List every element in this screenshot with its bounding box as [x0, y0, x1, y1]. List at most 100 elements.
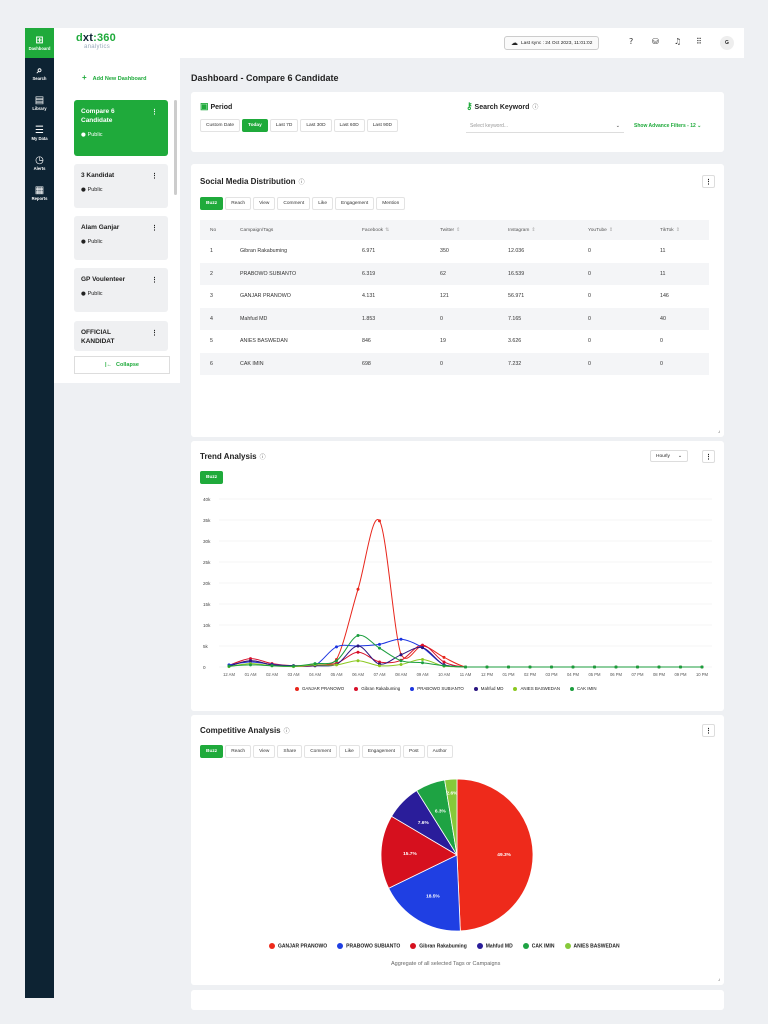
resize-handle-icon[interactable]: ⌟ — [718, 428, 721, 434]
info-icon[interactable]: ⓘ — [283, 729, 290, 735]
tab-like[interactable]: Like — [339, 745, 360, 758]
legend-item-ganjar-pranowo[interactable]: GANJAR PRANOWO — [269, 943, 327, 949]
legend-item-gibran-rakabuming[interactable]: Gibran Rakabuming — [410, 943, 467, 949]
period-last-30d[interactable]: Last 30D — [300, 119, 332, 132]
period-last-90d[interactable]: Last 90D — [366, 119, 398, 132]
avatar[interactable]: G — [720, 36, 734, 50]
legend-item-ganjar-pranowo[interactable]: GANJAR PRANOWO — [295, 686, 344, 691]
tab-author[interactable]: Author — [426, 745, 453, 758]
apps-grid-icon[interactable]: ⠿ — [696, 37, 702, 46]
tab-reach[interactable]: Reach — [225, 197, 252, 210]
x-tick-label: 05 AM — [331, 672, 343, 677]
dashboard-menu-icon[interactable]: ⋮ — [151, 173, 158, 180]
dashboard-card-alam-ganjar[interactable]: Alam Ganjar ● Public ⋮ — [74, 216, 168, 260]
more-menu-icon[interactable]: ⋮ — [702, 450, 715, 463]
data-point — [335, 659, 338, 663]
pie-slice-prabowo-subianto — [388, 854, 461, 932]
tab-comment[interactable]: Comment — [277, 197, 311, 210]
table-cell: 846 — [362, 338, 371, 345]
rail-item-reports[interactable]: ▦ Reports — [25, 178, 54, 208]
tab-like[interactable]: Like — [312, 197, 333, 210]
legend-item-prabowo-subianto[interactable]: PRABOWO SUBIANTO — [337, 943, 400, 949]
tab-view[interactable]: View — [253, 745, 276, 758]
column-header-facebook[interactable]: Facebook ⇅ — [352, 220, 430, 240]
add-dashboard-button[interactable]: + Add New Dashboard — [82, 73, 147, 82]
tab-share[interactable]: Share — [277, 745, 303, 758]
legend-item-mahfud-md[interactable]: Mahfud MD — [476, 943, 513, 949]
dashboard-visibility: ● Public — [81, 239, 103, 245]
data-point — [292, 664, 295, 668]
rail-item-my-data[interactable]: ☰ My Data — [25, 118, 54, 148]
tab-view[interactable]: View — [253, 197, 276, 210]
dashboard-menu-icon[interactable]: ⋮ — [151, 330, 158, 337]
legend-item-anies-baswedan[interactable]: ANIES BASWEDAN — [564, 943, 620, 949]
table-cell: 11 — [660, 248, 666, 255]
keyword-select[interactable]: Select keyword... ⌄ — [466, 119, 624, 133]
tab-comment[interactable]: Comment — [304, 745, 337, 758]
period-last-60d[interactable]: Last 60D — [333, 119, 365, 132]
sort-icon[interactable]: ⇅ — [385, 227, 390, 233]
sort-icon[interactable]: ⇕ — [456, 227, 461, 233]
tab-engagement[interactable]: Engagement — [361, 745, 402, 758]
dashboard-menu-icon[interactable]: ⋮ — [151, 109, 158, 116]
trend-line-chart: 0 5k 10k 15k 20k 25k 30k 35k 40k 12 AM 01 AM 02 AM 0… — [203, 497, 712, 677]
nav-rail: ⊞ Dashboard ⌕ Search ▤ Library ☰ My Data ◷ Alerts… — [25, 28, 54, 998]
database-icon[interactable]: ⛁ — [652, 37, 659, 46]
dashboard-card-compare-6-candidate[interactable]: Compare 6 Candidate ● Public ⋮ — [74, 100, 168, 156]
granularity-select[interactable]: Hourly ⌄ — [650, 450, 688, 462]
more-menu-icon[interactable]: ⋮ — [702, 175, 715, 188]
table-cell: 0 — [650, 352, 709, 375]
column-header-youtube[interactable]: YouTube ⇕ — [578, 220, 650, 240]
period-last-7d[interactable]: Last 7D — [269, 119, 299, 132]
sync-button[interactable]: ☁ Last sync : 24 Oct 2023, 11:01:02 — [504, 36, 600, 50]
tab-post[interactable]: Post — [403, 745, 425, 758]
data-point — [356, 634, 360, 637]
tab-buzz[interactable]: Buzz — [200, 197, 224, 210]
table-cell: Mahfud MD — [230, 307, 352, 330]
dashboard-card-official-kandidat[interactable]: OFFICIAL KANDIDAT ⋮ — [74, 321, 168, 351]
brand-logo[interactable]: dxt:360 — [76, 32, 116, 44]
dashboard-card-gp-voulenteer[interactable]: GP Voulenteer ● Public ⋮ — [74, 268, 168, 312]
sort-icon[interactable]: ⇕ — [675, 227, 680, 233]
info-icon[interactable]: ⓘ — [259, 455, 266, 461]
data-point — [399, 662, 403, 666]
x-tick-label: 08 AM — [395, 672, 407, 677]
tab-reach[interactable]: Reach — [225, 745, 252, 758]
column-header-twitter[interactable]: Twitter ⇕ — [430, 220, 498, 240]
sort-icon[interactable]: ⇕ — [608, 227, 613, 233]
period-custom-date[interactable]: Custom Date — [200, 119, 240, 132]
tab-mention[interactable]: Mention — [376, 197, 406, 210]
dashboard-card-3-kandidat[interactable]: 3 Kandidat ● Public ⋮ — [74, 164, 168, 208]
rail-item-dashboard[interactable]: ⊞ Dashboard — [25, 28, 54, 58]
info-icon[interactable]: ⓘ — [532, 105, 539, 111]
dashboard-menu-icon[interactable]: ⋮ — [151, 225, 158, 232]
tab-buzz[interactable]: Buzz — [200, 745, 224, 758]
tab-buzz[interactable]: Buzz — [200, 471, 224, 484]
legend-item-gibran-rakabuming[interactable]: Gibran Rakabuming — [354, 686, 400, 691]
legend-item-prabowo-subianto[interactable]: PRABOWO SUBIANTO — [410, 686, 464, 691]
help-icon[interactable]: ? — [629, 37, 634, 46]
legend-item-cak-imin[interactable]: CAK IMIN — [570, 686, 597, 691]
tab-engagement[interactable]: Engagement — [335, 197, 375, 210]
sidebar-scrollbar[interactable] — [174, 100, 177, 195]
advance-filters-button[interactable]: Show Advance Filters - 12 ⌄ — [634, 123, 702, 129]
legend-item-anies-baswedan[interactable]: ANIES BASWEDAN — [513, 686, 560, 691]
legend-item-mahfud-md[interactable]: Mahfud MD — [473, 686, 503, 691]
info-icon[interactable]: ⓘ — [298, 180, 305, 186]
dashboard-menu-icon[interactable]: ⋮ — [151, 277, 158, 284]
rail-item-alerts[interactable]: ◷ Alerts — [25, 148, 54, 178]
column-header-instagram[interactable]: Instagram ⇕ — [498, 220, 578, 240]
sort-icon[interactable]: ⇕ — [531, 227, 536, 233]
rail-label: Library — [32, 106, 47, 111]
more-menu-icon[interactable]: ⋮ — [702, 724, 715, 737]
rail-item-search[interactable]: ⌕ Search — [25, 58, 54, 88]
bell-icon[interactable]: ♫ — [674, 37, 682, 46]
filter-panel: ▣ Period Custom Date Today Last 7D Last 30D… — [191, 92, 724, 152]
legend-item-cak-imin[interactable]: CAK IMIN — [522, 943, 555, 949]
resize-handle-icon[interactable]: ⌟ — [718, 976, 721, 982]
rail-item-library[interactable]: ▤ Library — [25, 88, 54, 118]
pie-slice-label: 49.3% — [497, 852, 511, 858]
collapse-button[interactable]: |← Collapse — [74, 356, 170, 374]
period-today[interactable]: Today — [242, 119, 268, 132]
column-header-tiktok[interactable]: TikTok ⇕ — [650, 220, 709, 240]
